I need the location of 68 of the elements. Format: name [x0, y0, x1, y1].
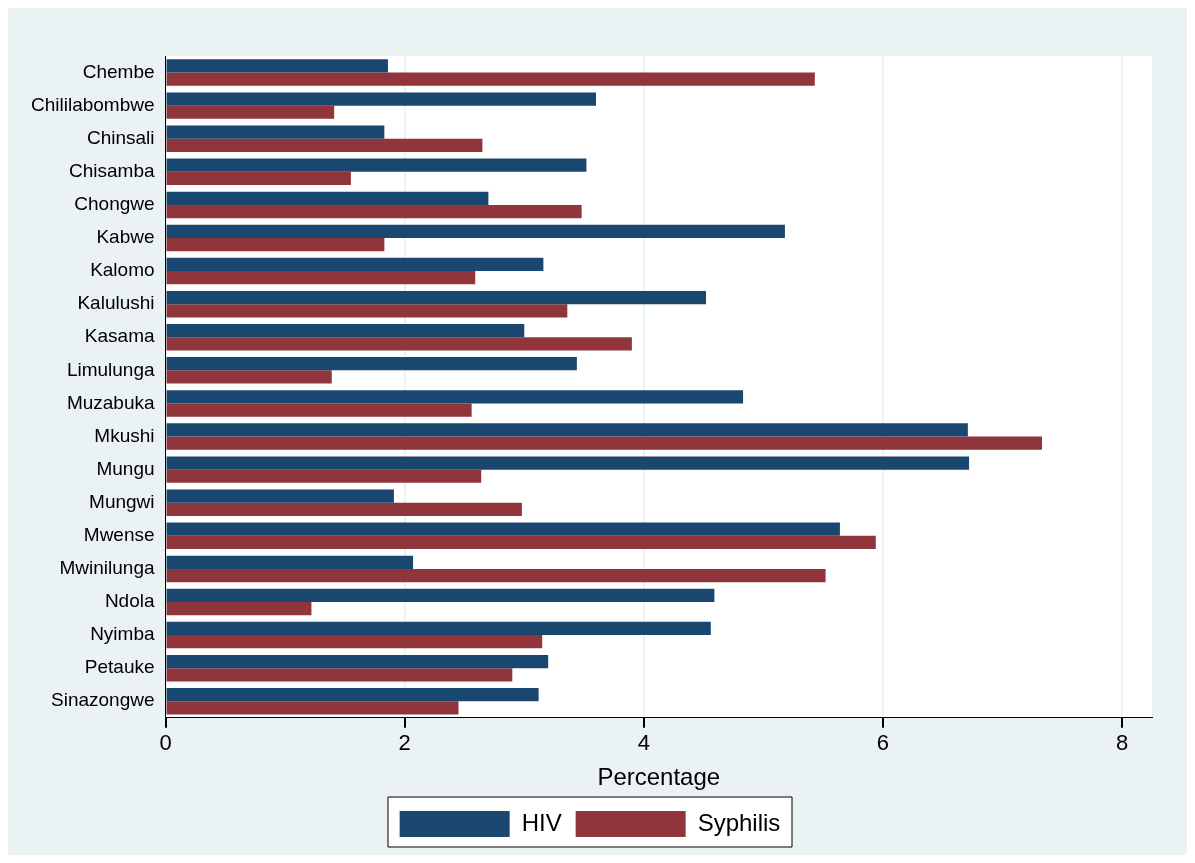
bar	[166, 370, 332, 384]
x-axis-title: Percentage	[597, 763, 721, 791]
bar	[166, 403, 472, 417]
bar	[166, 668, 513, 682]
bar	[166, 456, 970, 470]
y-tick-label: Mkushi	[94, 424, 155, 446]
bar	[166, 92, 596, 106]
bar	[166, 601, 312, 616]
y-tick-label: Mwinilunga	[59, 557, 155, 579]
bar	[166, 304, 568, 318]
bar	[166, 138, 483, 152]
y-tick-label: Ndola	[104, 590, 155, 612]
bar	[166, 271, 476, 285]
bar	[166, 701, 459, 715]
bar	[166, 522, 840, 536]
bar	[166, 105, 335, 119]
bar	[166, 290, 707, 305]
bar	[166, 588, 715, 602]
bar	[166, 654, 549, 669]
bar	[166, 125, 385, 139]
bar	[166, 390, 744, 404]
bar	[166, 568, 826, 583]
bar	[166, 635, 543, 649]
bar	[166, 171, 351, 186]
y-tick-label: Chembe	[82, 60, 155, 82]
bar	[166, 555, 414, 569]
bar	[166, 204, 582, 219]
x-tick-label: 8	[1115, 730, 1129, 756]
x-tick-label: 0	[159, 730, 172, 756]
y-tick-label: Mwense	[83, 524, 155, 546]
bar	[166, 489, 394, 503]
y-tick-label: Chisamba	[69, 160, 155, 182]
y-tick-label: Kalulushi	[77, 292, 155, 314]
bar	[166, 469, 482, 483]
x-tick-label: 6	[876, 730, 890, 756]
y-tick-label: Mungwi	[89, 490, 155, 512]
bar	[166, 357, 577, 371]
y-tick-label: Chililabombwe	[30, 93, 155, 115]
y-tick-label: Chinsali	[86, 126, 155, 148]
y-tick-label: Muzabuka	[66, 391, 155, 413]
bar	[166, 224, 785, 238]
bar	[166, 436, 1042, 450]
y-tick-label: Nyimba	[90, 623, 155, 645]
bar	[166, 238, 385, 252]
bar	[166, 191, 489, 205]
bar	[166, 72, 815, 86]
x-tick-label: 2	[398, 730, 411, 756]
bar	[166, 502, 522, 516]
bar	[166, 688, 539, 702]
legend-label: Syphilis	[697, 808, 781, 836]
bar	[166, 158, 587, 172]
legend-label: HIV	[521, 808, 562, 836]
bar	[166, 59, 388, 73]
y-tick-label: Mungu	[96, 457, 155, 479]
y-tick-label: Chongwe	[74, 193, 155, 215]
x-tick-label: 4	[637, 730, 650, 756]
bar	[166, 337, 632, 351]
y-tick-label: Kalomo	[90, 259, 155, 281]
y-tick-label: Sinazongwe	[51, 689, 155, 711]
bar	[166, 621, 711, 636]
y-tick-label: Petauke	[84, 656, 155, 678]
y-tick-label: Kabwe	[96, 226, 155, 248]
bar	[166, 257, 544, 272]
y-tick-label: Kasama	[84, 325, 155, 347]
bar	[166, 324, 525, 338]
y-tick-label: Limulunga	[66, 358, 155, 380]
bar	[166, 423, 968, 437]
bar	[166, 535, 876, 550]
